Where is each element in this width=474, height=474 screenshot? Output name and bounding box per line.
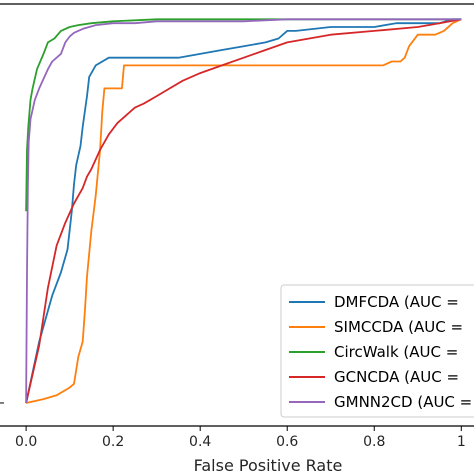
series-line-3 [25, 18, 462, 212]
x-tick-label: 0.0 [15, 434, 37, 450]
x-axis-title: False Positive Rate [194, 456, 343, 474]
legend-label-5: GMNN2CD (AUC = [334, 393, 472, 411]
x-tick-label: 1 [457, 434, 466, 450]
legend-label-4: GCNCDA (AUC = [334, 368, 459, 386]
x-tick-label: 0.6 [276, 434, 298, 450]
series-line-1 [25, 18, 462, 404]
series-line-4 [25, 18, 462, 404]
series-line-2 [25, 18, 462, 404]
series-layer [25, 18, 462, 404]
legend-label-1: DMFCDA (AUC = [334, 293, 459, 311]
x-tick-label: 0.4 [189, 434, 211, 450]
x-tick-label: 0.8 [363, 434, 385, 450]
series-line-5 [25, 18, 462, 404]
x-tick-label: 0.2 [102, 434, 124, 450]
legend-label-3: CircWalk (AUC = [334, 343, 458, 361]
axes-layer: 0.0 0.2 0.4 0.6 0.8 1 [0, 3, 474, 450]
legend-box [280, 284, 474, 418]
legend-label-2: SIMCCDA (AUC = [334, 318, 463, 336]
legend: DMFCDA (AUC = SIMCCDA (AUC = CircWalk (A… [280, 284, 474, 418]
